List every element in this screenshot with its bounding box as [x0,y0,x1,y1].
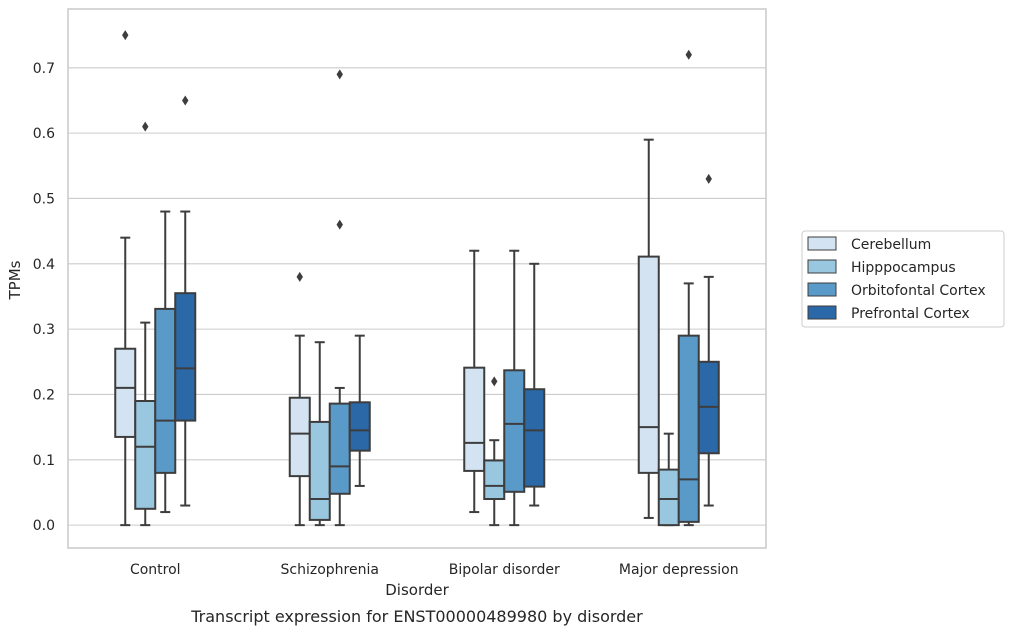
x-axis-label: Disorder [385,581,449,599]
legend-label: Hipppocampus [851,260,956,276]
box-group [657,432,680,527]
box-iqr [523,388,546,488]
legend-label: Orbitofontal Cortex [851,283,986,299]
legend-swatch [807,305,837,320]
box-iqr [114,347,137,438]
box-group [463,249,486,514]
outlier-point [336,69,343,80]
y-tick-label: 0.3 [33,322,55,338]
box-iqr [174,292,197,422]
box-groups [114,30,720,527]
legend-swatch [807,259,837,274]
box-group [134,121,157,527]
box-group [328,69,351,527]
y-axis-label: TPMs [6,260,24,300]
box-group [523,262,546,507]
plot-frame [67,8,767,549]
y-tick-label: 0.6 [33,126,55,142]
outlier-point [142,121,149,132]
outlier-point [685,49,692,60]
y-tick-label: 0.2 [33,387,55,403]
outlier-point [705,173,712,184]
box-group [174,95,197,507]
outlier-point [182,95,189,106]
box-group [348,334,371,487]
box-group [483,376,506,527]
legend-item: Orbitofontal Cortex [807,282,986,299]
box-iqr [677,334,700,523]
box-group [503,249,526,527]
box-iqr [308,420,331,521]
box-iqr [503,369,526,493]
y-tick-label: 0.5 [33,191,55,207]
box-iqr [154,307,177,474]
box-iqr [134,400,157,510]
box-group [677,49,700,527]
box-iqr [657,468,680,527]
legend-label: Cerebellum [851,237,931,253]
box-iqr [483,459,506,501]
outlier-point [296,271,303,282]
box-iqr [463,366,486,472]
y-tick-label: 0.4 [33,257,55,273]
legend-swatch [807,282,837,297]
legend-item: Hipppocampus [807,259,956,276]
legend-swatch [807,236,837,251]
box-group [114,30,137,527]
tick-labels: 0.0 0.1 0.2 0.3 0.4 0.5 0.6 0.7 Control Schizophr… [33,61,739,578]
x-tick-label: Schizophrenia [281,562,379,578]
x-tick-label: Control [130,562,181,578]
box-group [154,210,177,514]
outlier-point [336,219,343,230]
box-group [697,173,720,507]
legend-item: Prefrontal Cortex [807,305,970,322]
box-group [308,341,331,527]
box-iqr [637,255,660,474]
outlier-point [491,376,498,387]
y-tick-label: 0.7 [33,61,55,77]
x-tick-label: Bipolar disorder [449,562,560,578]
box-group [288,271,311,527]
legend-label: Prefrontal Cortex [851,306,970,322]
box-iqr [348,401,371,452]
legend-frame [801,230,1005,328]
legend-item: Cerebellum [807,236,931,253]
x-tick-label: Major depression [619,562,739,578]
legend: Cerebellum Hipppocampus Orbitofontal Corte… [801,230,1005,328]
y-tick-label: 0.1 [33,453,55,469]
outlier-point [122,30,129,41]
box-group [637,138,660,519]
box-iqr [288,396,311,478]
chart-title: Transcript expression for ENST0000048998… [190,607,643,626]
box-iqr [328,402,351,495]
y-tick-label: 0.0 [33,518,55,534]
